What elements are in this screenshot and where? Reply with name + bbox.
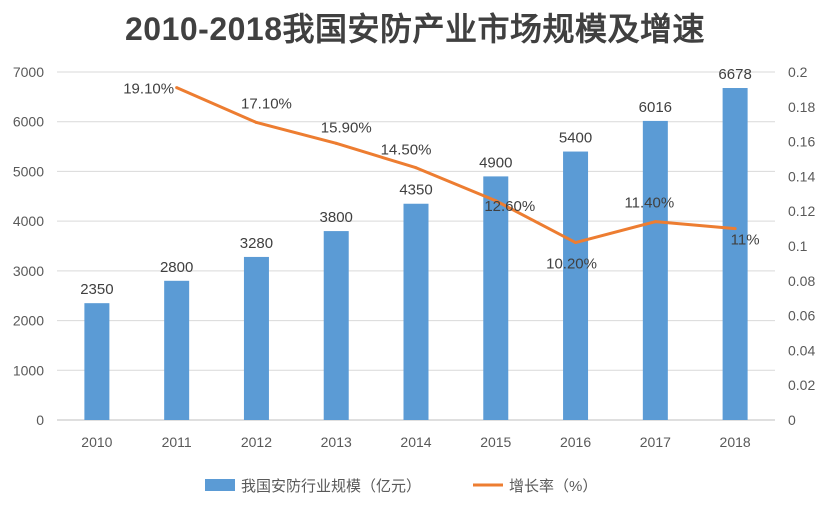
line-data-label: 14.50% — [381, 142, 432, 159]
left-axis-tick-label: 4000 — [13, 213, 44, 229]
left-axis-tick-label: 1000 — [13, 362, 44, 378]
bar-data-label: 2800 — [160, 259, 193, 276]
x-axis-tick-label: 2018 — [720, 434, 751, 450]
bar-data-label: 5400 — [559, 130, 592, 147]
x-axis-tick-label: 2011 — [162, 434, 192, 450]
bar — [164, 280, 190, 420]
line-data-label: 19.10% — [123, 81, 174, 98]
growth-rate-point — [254, 120, 258, 124]
growth-rate-point — [574, 241, 578, 245]
line-data-label: 12.60% — [484, 198, 535, 215]
left-axis-tick-label: 0 — [36, 412, 44, 428]
bar-data-label: 6678 — [718, 66, 751, 83]
growth-rate-point — [414, 166, 418, 170]
growth-rate-point — [494, 199, 498, 203]
right-axis-tick-label: 0.18 — [788, 99, 815, 115]
left-axis-tick-label: 3000 — [13, 263, 44, 279]
bar-data-label: 2350 — [80, 281, 113, 298]
left-axis-tick-label: 2000 — [13, 313, 44, 329]
right-axis-tick-label: 0.2 — [788, 64, 808, 80]
bar — [563, 151, 589, 421]
bar — [642, 120, 668, 420]
bar — [483, 176, 509, 420]
left-axis-tick-label: 6000 — [13, 114, 44, 130]
legend-swatch-bar — [205, 479, 235, 491]
bar — [243, 256, 269, 420]
line-data-label: 11% — [731, 232, 760, 249]
right-axis-tick-label: 0.02 — [788, 377, 815, 393]
x-axis-tick-label: 2013 — [321, 434, 352, 450]
x-axis-tick-label: 2012 — [241, 434, 272, 450]
x-axis-tick-label: 2015 — [480, 434, 511, 450]
bar-data-label: 4900 — [479, 154, 512, 171]
growth-rate-point — [334, 141, 338, 145]
right-axis-tick-label: 0.1 — [788, 238, 808, 254]
left-axis-tick-label: 7000 — [13, 64, 44, 80]
right-axis-tick-label: 0.06 — [788, 308, 815, 324]
legend-label-bar: 我国安防行业规模（亿元） — [241, 478, 421, 495]
bar — [323, 231, 349, 420]
x-axis-tick-label: 2014 — [400, 434, 431, 450]
bar — [722, 88, 748, 421]
line-data-label: 17.10% — [241, 95, 292, 112]
growth-rate-point — [733, 227, 737, 231]
right-axis-tick-label: 0.04 — [788, 342, 815, 358]
right-axis-tick-label: 0.14 — [788, 168, 815, 184]
left-axis-tick-label: 5000 — [13, 163, 44, 179]
right-axis-tick-label: 0.08 — [788, 273, 815, 289]
growth-rate-point — [653, 220, 657, 224]
x-axis-tick-label: 2017 — [640, 434, 671, 450]
line-data-label: 15.90% — [321, 119, 372, 136]
chart-title: 2010-2018我国安防产业市场规模及增速 — [124, 11, 706, 47]
legend-label-line: 增长率（%） — [509, 478, 597, 495]
bar-data-label: 3800 — [320, 209, 353, 226]
right-axis-tick-label: 0.16 — [788, 134, 815, 150]
bar — [403, 203, 429, 420]
x-axis-tick-label: 2016 — [560, 434, 591, 450]
bar-data-label: 6016 — [639, 99, 672, 116]
line-data-label: 10.20% — [546, 256, 597, 273]
line-data-label: 11.40% — [624, 195, 674, 212]
right-axis-tick-label: 0.12 — [788, 203, 815, 219]
growth-rate-point — [175, 86, 179, 90]
right-axis-tick-label: 0 — [788, 412, 796, 428]
bar-data-label: 4350 — [399, 182, 432, 199]
bar-data-label: 3280 — [240, 235, 273, 252]
growth-rate-line — [176, 86, 736, 245]
x-axis-tick-label: 2010 — [81, 434, 112, 450]
bar — [84, 303, 110, 420]
